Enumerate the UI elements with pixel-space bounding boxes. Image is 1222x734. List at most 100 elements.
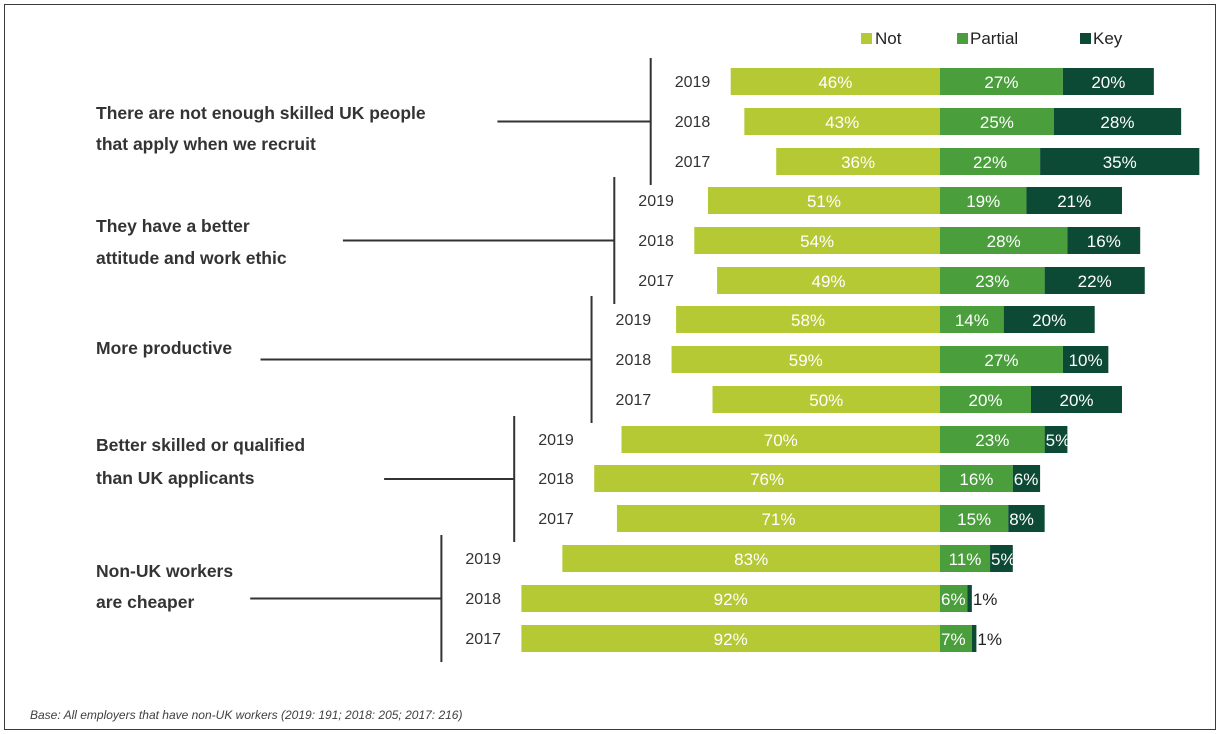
bar-partial-2019 bbox=[940, 306, 1004, 333]
data-label-partial: 27% bbox=[984, 351, 1018, 370]
data-label-not: 50% bbox=[809, 391, 843, 410]
year-label: 2018 bbox=[675, 114, 711, 131]
legend-label-partial: Partial bbox=[970, 29, 1018, 48]
bar-partial-2017 bbox=[940, 148, 1041, 175]
bar-key-2019 bbox=[990, 545, 1013, 572]
data-label-partial: 15% bbox=[957, 510, 991, 529]
year-label: 2018 bbox=[538, 471, 574, 488]
data-label-not: 83% bbox=[734, 550, 768, 569]
bar-not-2017 bbox=[717, 267, 940, 294]
category-label: than UK applicants bbox=[96, 468, 255, 488]
data-label-key: 22% bbox=[1078, 272, 1112, 291]
bar-key-2018 bbox=[1062, 346, 1109, 373]
data-label-partial: 11% bbox=[949, 550, 982, 569]
data-label-partial: 23% bbox=[975, 431, 1009, 450]
data-label-not: 46% bbox=[818, 73, 852, 92]
data-label-not: 49% bbox=[812, 272, 846, 291]
footnote: Base: All employers that have non-UK wor… bbox=[30, 708, 463, 722]
year-label: 2018 bbox=[616, 352, 652, 369]
bar-key-2017 bbox=[971, 625, 977, 652]
legend-label-key: Key bbox=[1093, 29, 1123, 48]
data-label-key: 10% bbox=[1069, 351, 1103, 370]
bar-partial-2019 bbox=[940, 545, 991, 572]
bar-not-2019 bbox=[707, 187, 940, 214]
bar-not-2018 bbox=[744, 108, 940, 135]
bar-key-2018 bbox=[1012, 465, 1041, 492]
data-label-partial: 19% bbox=[966, 192, 1000, 211]
data-label-not: 76% bbox=[750, 470, 784, 489]
bar-partial-2017 bbox=[940, 505, 1009, 532]
bar-key-2018 bbox=[1053, 108, 1182, 135]
bar-key-2018 bbox=[967, 585, 972, 612]
year-label: 2019 bbox=[538, 432, 574, 449]
bar-not-2018 bbox=[694, 227, 940, 254]
bar-not-2017 bbox=[616, 505, 940, 532]
data-label-not: 92% bbox=[714, 630, 748, 649]
bar-partial-2017 bbox=[940, 386, 1031, 413]
data-label-not: 51% bbox=[807, 192, 841, 211]
year-label: 2017 bbox=[465, 631, 501, 648]
year-label: 2019 bbox=[675, 74, 711, 91]
data-label-not: 58% bbox=[791, 311, 825, 330]
legend-swatch-partial bbox=[957, 33, 968, 44]
bar-key-2018 bbox=[1067, 227, 1141, 254]
data-label-key: 16% bbox=[1087, 232, 1121, 251]
bar-key-2019 bbox=[1026, 187, 1122, 214]
bar-not-2019 bbox=[562, 545, 940, 572]
year-label: 2017 bbox=[538, 511, 574, 528]
data-label-key: 20% bbox=[1032, 311, 1066, 330]
data-label-not: 70% bbox=[764, 431, 798, 450]
bar-partial-2017 bbox=[940, 625, 972, 652]
data-label-partial: 7% bbox=[941, 630, 966, 649]
data-label-partial: 22% bbox=[973, 153, 1007, 172]
year-label: 2017 bbox=[638, 273, 674, 290]
category-label: More productive bbox=[96, 338, 232, 358]
data-label-key: 1% bbox=[973, 590, 998, 609]
data-label-partial: 25% bbox=[980, 113, 1014, 132]
bar-partial-2019 bbox=[940, 68, 1063, 95]
data-label-key: 1% bbox=[977, 630, 1002, 649]
category-label: Non-UK workers bbox=[96, 561, 233, 581]
data-label-key: 20% bbox=[1059, 391, 1093, 410]
data-label-partial: 16% bbox=[959, 470, 993, 489]
data-label-not: 36% bbox=[841, 153, 875, 172]
data-label-not: 43% bbox=[825, 113, 859, 132]
year-label: 2017 bbox=[616, 392, 652, 409]
bar-partial-2018 bbox=[940, 227, 1068, 254]
bar-not-2018 bbox=[671, 346, 940, 373]
bar-not-2019 bbox=[621, 426, 940, 453]
category-label: They have a better bbox=[96, 216, 250, 236]
bar-not-2017 bbox=[712, 386, 940, 413]
legend-swatch-not bbox=[861, 33, 872, 44]
data-label-key: 8% bbox=[1009, 510, 1034, 529]
year-label: 2019 bbox=[465, 551, 501, 568]
bar-not-2018 bbox=[594, 465, 940, 492]
bar-partial-2017 bbox=[940, 267, 1045, 294]
category-label: Better skilled or qualified bbox=[96, 435, 305, 455]
bar-partial-2018 bbox=[940, 108, 1054, 135]
year-label: 2019 bbox=[638, 193, 674, 210]
data-label-key: 21% bbox=[1057, 192, 1091, 211]
bar-partial-2019 bbox=[940, 426, 1045, 453]
category-label: attitude and work ethic bbox=[96, 248, 287, 268]
bar-not-2017 bbox=[521, 625, 940, 652]
data-label-not: 71% bbox=[761, 510, 795, 529]
data-label-partial: 28% bbox=[987, 232, 1021, 251]
legend-swatch-key bbox=[1080, 33, 1091, 44]
data-label-key: 5% bbox=[991, 550, 1016, 569]
data-label-not: 59% bbox=[789, 351, 823, 370]
data-label-not: 54% bbox=[800, 232, 834, 251]
bar-key-2019 bbox=[1062, 68, 1154, 95]
data-label-partial: 14% bbox=[955, 311, 989, 330]
data-label-not: 92% bbox=[714, 590, 748, 609]
bar-not-2017 bbox=[776, 148, 940, 175]
data-label-key: 6% bbox=[1014, 470, 1039, 489]
bar-partial-2019 bbox=[940, 187, 1027, 214]
year-label: 2019 bbox=[616, 312, 652, 329]
legend-label-not: Not bbox=[875, 29, 902, 48]
bar-partial-2018 bbox=[940, 585, 968, 612]
bar-key-2017 bbox=[1031, 386, 1122, 413]
year-label: 2017 bbox=[675, 154, 711, 171]
data-label-partial: 23% bbox=[975, 272, 1009, 291]
